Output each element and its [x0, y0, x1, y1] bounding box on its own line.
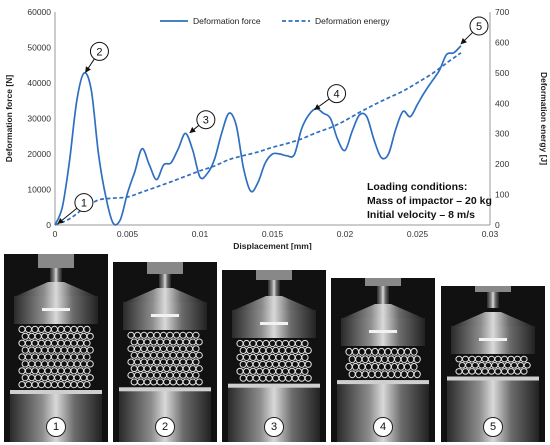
y-right-tick-label: 300	[495, 129, 509, 139]
annotation-arrow	[314, 98, 330, 111]
annotation-number: 3	[203, 115, 209, 127]
annotation-number: 2	[96, 46, 102, 58]
legend-energy-label: Deformation energy	[315, 16, 390, 26]
photo-panel-3: 3	[222, 270, 326, 442]
loading-conditions-line: Mass of impactor – 20 kg	[367, 195, 492, 207]
photo-number-label: 2	[155, 417, 175, 437]
annotation-circle	[196, 110, 216, 130]
photo-number-label: 5	[483, 417, 503, 437]
annotation-circle	[89, 41, 109, 61]
axes: 0 0.005 0.01 0.015 0.02 0.025 0.03010000200003…	[4, 7, 549, 250]
y-right-tick-label: 500	[495, 68, 509, 78]
series-layer	[54, 45, 462, 226]
y-right-tick-label: 400	[495, 98, 509, 108]
y-right-tick-label: 200	[495, 159, 509, 169]
y-left-tick-label: 10000	[27, 185, 51, 195]
legend-force-label: Deformation force	[193, 16, 261, 26]
annotation-arrow	[57, 207, 78, 224]
x-tick-label: 0.01	[192, 229, 209, 239]
photo-panel-4: 4	[331, 278, 435, 442]
photo-panel-5: 5	[441, 286, 545, 442]
photo-number-label: 3	[264, 417, 284, 437]
photo-panel-2: 2	[113, 262, 217, 442]
annotation-number: 1	[81, 198, 87, 210]
energy-series-line	[54, 52, 462, 226]
y-right-tick-label: 700	[495, 7, 509, 17]
loading-conditions-line: Loading conditions:	[367, 181, 467, 193]
annotation-number: 4	[333, 89, 339, 101]
photo-number-label: 1	[46, 417, 66, 437]
y-right-tick-label: 100	[495, 190, 509, 200]
annotation-arrow	[189, 124, 200, 134]
photo-number-label: 4	[373, 417, 393, 437]
y-left-tick-label: 30000	[27, 114, 51, 124]
annotation-arrow	[460, 31, 473, 45]
force-series-line	[54, 45, 462, 226]
test-photo-strip: 1 2 3	[0, 250, 550, 445]
annotations: 1 2 3 4 5	[57, 16, 489, 224]
x-tick-label: 0.005	[117, 229, 139, 239]
y-right-tick-label: 0	[495, 220, 500, 230]
y-left-axis-title: Deformation force [N]	[4, 75, 14, 163]
annotation-arrow	[85, 58, 95, 73]
x-tick-label: 0.025	[407, 229, 429, 239]
legend: Deformation force Deformation energy	[160, 16, 390, 26]
x-tick-label: 0.015	[262, 229, 284, 239]
y-left-tick-label: 40000	[27, 78, 51, 88]
annotation-circle	[74, 193, 94, 213]
loading-conditions-box: Loading conditions: Mass of impactor – 20…	[367, 181, 492, 221]
y-left-tick-label: 50000	[27, 43, 51, 53]
y-right-tick-label: 600	[495, 37, 509, 47]
y-left-tick-label: 20000	[27, 149, 51, 159]
x-axis-title: Displacement [mm]	[233, 241, 312, 250]
annotation-circle	[327, 84, 347, 104]
x-tick-label: 0	[53, 229, 58, 239]
x-tick-label: 0.02	[337, 229, 354, 239]
y-left-tick-label: 0	[46, 220, 51, 230]
y-right-axis-title: Deformation energy [J]	[539, 72, 549, 165]
annotation-circle	[469, 16, 489, 36]
y-left-tick-label: 60000	[27, 7, 51, 17]
loading-conditions-line: Initial velocity – 8 m/s	[367, 209, 475, 221]
x-tick-label: 0.03	[482, 229, 499, 239]
annotation-number: 5	[476, 21, 482, 33]
force-energy-chart: 0 0.005 0.01 0.015 0.02 0.025 0.03010000200003…	[4, 7, 549, 250]
photo-panel-1: 1	[4, 254, 108, 442]
